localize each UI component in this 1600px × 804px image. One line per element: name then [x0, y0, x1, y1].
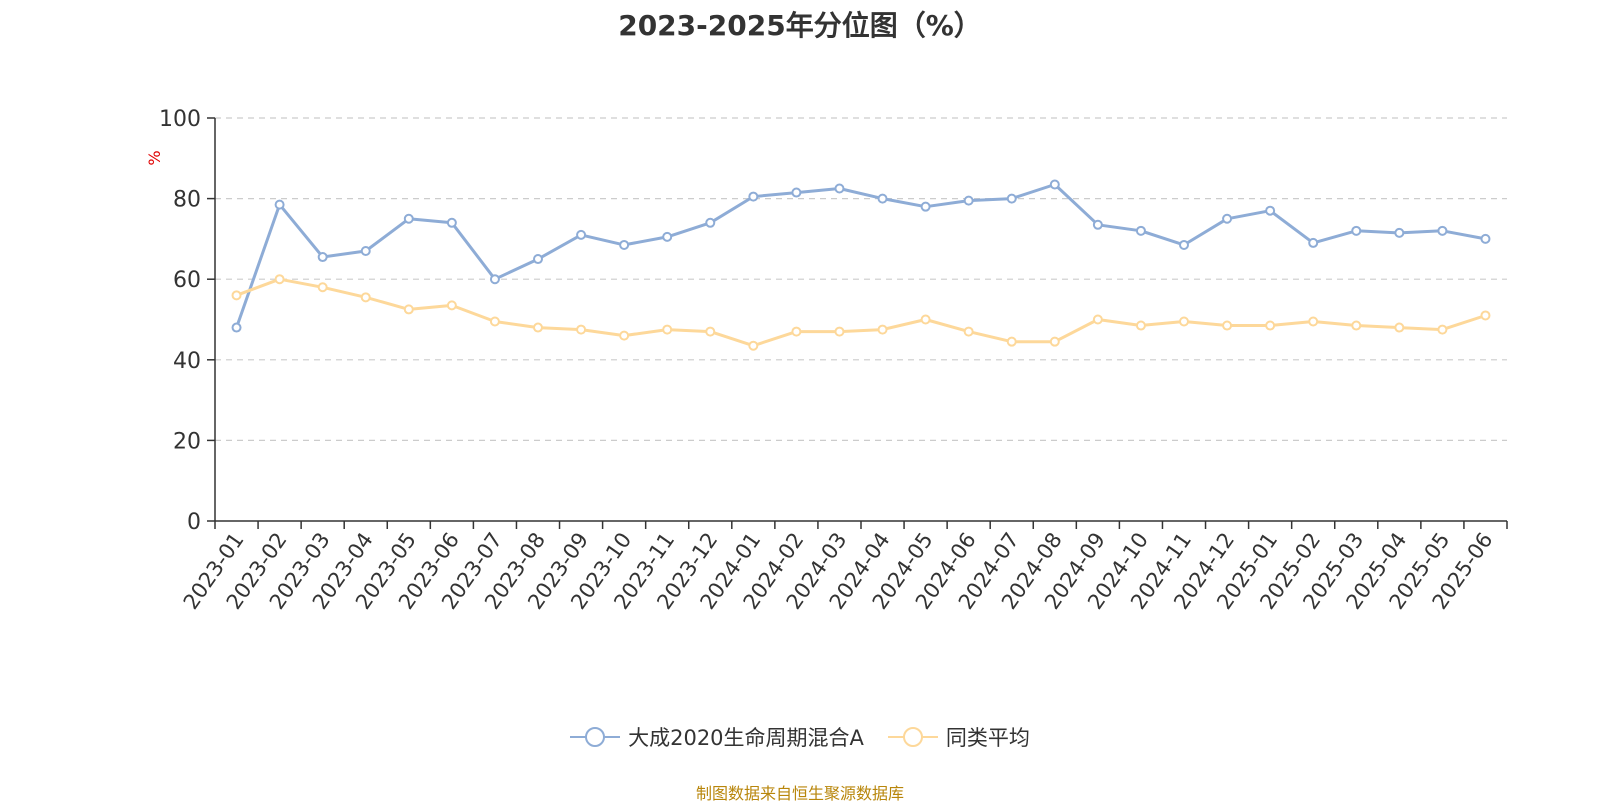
- series-2-point: [231, 290, 242, 301]
- series-1-point: [1222, 213, 1233, 224]
- legend: 大成2020生命周期混合A 同类平均: [0, 722, 1600, 752]
- series-1-point: [1480, 233, 1491, 244]
- series-1-point: [920, 201, 931, 212]
- legend-label-series-b: 同类平均: [945, 726, 1030, 750]
- series-1-point: [1006, 193, 1017, 204]
- series-1-point: [963, 195, 974, 206]
- series-1-point: [446, 217, 457, 228]
- series-2-point: [446, 300, 457, 311]
- series-1-point: [576, 229, 587, 240]
- series-1-point: [489, 274, 500, 285]
- series-2-point: [489, 316, 500, 327]
- series-1-point: [1308, 237, 1319, 248]
- y-tick-label: 100: [159, 107, 201, 132]
- series-1-point: [274, 199, 285, 210]
- series-2-point: [1049, 336, 1060, 347]
- series-2-point: [748, 340, 759, 351]
- series-1-point: [877, 193, 888, 204]
- series-1-point: [1135, 225, 1146, 236]
- legend-item-series-a[interactable]: 大成2020生命周期混合A: [570, 722, 864, 752]
- series-2-point: [619, 330, 630, 341]
- series-1-point: [1179, 239, 1189, 250]
- series-1-point: [360, 245, 371, 256]
- series-1-point: [1265, 205, 1276, 216]
- series-2-point: [963, 326, 974, 337]
- series-1-point: [1049, 179, 1060, 190]
- series-2-point: [403, 304, 414, 315]
- series-2-point: [791, 326, 802, 337]
- series-line-1: [235, 183, 1486, 329]
- y-tick-label: 60: [173, 268, 201, 293]
- series-2-point: [360, 292, 371, 303]
- y-tick-label: 40: [173, 349, 201, 374]
- series-2-point: [1480, 310, 1491, 321]
- series-2-point: [576, 324, 587, 335]
- source-note: 制图数据来自恒生聚源数据库: [695, 784, 904, 803]
- series-2-point: [274, 274, 285, 285]
- legend-swatch-series-b: [887, 727, 938, 747]
- series-2-point: [920, 314, 931, 325]
- series-2-point: [705, 326, 716, 337]
- series-1-point: [1351, 225, 1362, 236]
- series-2-point: [1394, 322, 1405, 333]
- series-2-point: [1351, 320, 1362, 331]
- y-tick-label: 80: [173, 188, 201, 213]
- series-layer: [231, 179, 1491, 351]
- series-2-point: [1135, 320, 1146, 331]
- series-2-point: [533, 322, 543, 333]
- legend-swatch-series-a: [570, 727, 621, 747]
- series-1-point: [317, 252, 328, 263]
- series-2-point: [1092, 314, 1103, 325]
- series-2-point: [877, 324, 888, 335]
- series-1-point: [748, 191, 759, 202]
- series-1-point: [662, 231, 673, 242]
- y-axis-unit: %: [145, 150, 164, 165]
- series-2-point: [834, 326, 845, 337]
- series-2-point: [662, 324, 673, 335]
- series-1-point: [231, 322, 242, 333]
- series-1-point: [791, 187, 802, 198]
- legend-item-series-b[interactable]: 同类平均: [887, 722, 1030, 752]
- series-2-point: [1265, 320, 1276, 331]
- y-tick-label: 20: [173, 429, 201, 454]
- series-1-point: [1394, 227, 1405, 238]
- series-1-point: [533, 254, 543, 265]
- series-2-point: [1222, 320, 1233, 331]
- series-2-point: [1006, 336, 1017, 347]
- series-line-2: [235, 277, 1486, 348]
- series-1-point: [403, 213, 414, 224]
- series-2-point: [317, 282, 328, 293]
- series-1-point: [619, 239, 630, 250]
- grid-lines: [215, 117, 1507, 441]
- series-1-point: [834, 183, 845, 194]
- series-2-point: [1308, 316, 1319, 327]
- chart-title: 2023-2025年分位图（%）: [618, 9, 982, 42]
- legend-label-series-a: 大成2020生命周期混合A: [628, 726, 864, 750]
- series-1-point: [1437, 225, 1448, 236]
- series-2-point: [1179, 316, 1189, 327]
- line-chart: 020406080100%2023-012023-022023-032023-0…: [145, 107, 1508, 614]
- y-tick-label: 0: [187, 510, 201, 535]
- series-2-point: [1437, 324, 1448, 335]
- series-1-point: [1092, 219, 1103, 230]
- series-1-point: [705, 217, 716, 228]
